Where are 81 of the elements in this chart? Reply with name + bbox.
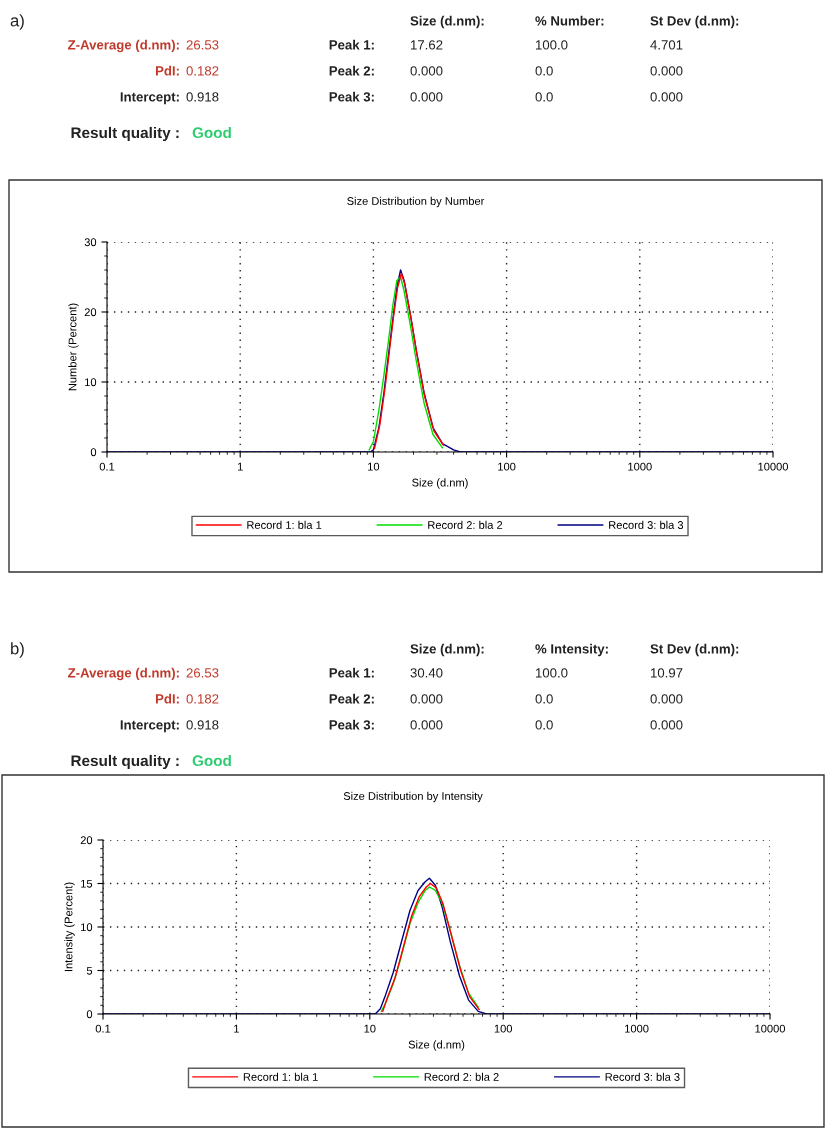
- legend-label: Record 2: bla 2: [424, 1072, 499, 1081]
- text: PdI:: [155, 693, 179, 704]
- text: 26.53: [186, 40, 219, 50]
- text: Result quality :: [71, 754, 179, 770]
- text: Z-Average (d.nm):: [68, 39, 179, 53]
- text: 30.40: [410, 668, 443, 678]
- x-tick-label: 100: [498, 462, 516, 471]
- legend-label: Record 3: bla 3: [605, 1072, 680, 1081]
- y-axis-title: Intensity (Percent): [64, 882, 75, 972]
- text: 10.97: [651, 668, 683, 678]
- x-axis-title: Size (d.nm): [412, 478, 468, 489]
- text: % Intensity:: [535, 643, 608, 657]
- text: Peak 3:: [329, 719, 374, 730]
- text: 0.0: [535, 720, 553, 730]
- text: Intercept:: [120, 92, 179, 105]
- y-tick-label: 0: [86, 1010, 93, 1019]
- text: 4.701: [650, 40, 683, 50]
- text: 0.0: [535, 694, 553, 704]
- text: 0.000: [650, 720, 683, 730]
- text: 0.000: [410, 720, 443, 730]
- text: Peak 2:: [329, 65, 374, 76]
- text: 0.000: [410, 66, 443, 76]
- x-tick-label: 10000: [755, 1024, 786, 1033]
- text: 17.62: [411, 40, 443, 50]
- text: 0.000: [650, 66, 683, 76]
- text: Good: [192, 126, 231, 139]
- text: 26.53: [186, 668, 219, 678]
- text: Intercept:: [120, 720, 179, 733]
- y-tick-label: 20: [80, 836, 93, 845]
- text: Good: [192, 754, 231, 767]
- text: 0.0: [535, 92, 553, 102]
- y-axis-title: Number (Percent): [68, 303, 79, 391]
- chart-title: Size Distribution by Number: [347, 196, 485, 208]
- text: Peak 1:: [329, 39, 374, 50]
- text: 0.0: [535, 66, 553, 76]
- text: Peak 1:: [329, 667, 374, 678]
- x-tick-label: 1: [237, 462, 243, 471]
- legend-label: Record 3: bla 3: [609, 520, 684, 529]
- legend-label: Record 1: bla 1: [243, 1072, 318, 1081]
- text: St Dev (d.nm):: [650, 643, 739, 657]
- y-tick-label: 5: [86, 966, 93, 975]
- text: 0.918: [186, 720, 219, 730]
- text: 0.000: [650, 92, 683, 102]
- x-tick-label: 10000: [758, 462, 789, 471]
- x-tick-label: 1000: [625, 1024, 649, 1033]
- y-tick-label: 10: [85, 378, 97, 387]
- text: 0.000: [410, 694, 443, 704]
- y-tick-label: 30: [84, 238, 97, 247]
- y-tick-label: 10: [81, 923, 93, 932]
- text: Z-Average (d.nm):: [68, 667, 179, 681]
- text: 0.918: [186, 92, 219, 102]
- text: 100.0: [536, 40, 568, 50]
- text: Size (d.nm):: [410, 643, 484, 657]
- text: 0.182: [186, 694, 219, 704]
- y-tick-label: 0: [90, 448, 97, 457]
- text: Peak 3:: [329, 91, 374, 102]
- text: a): [10, 14, 24, 30]
- chart-title: Size Distribution by Intensity: [343, 791, 483, 803]
- text: 0.000: [410, 92, 443, 102]
- legend-label: Record 1: bla 1: [247, 520, 322, 529]
- text: Result quality :: [71, 126, 179, 142]
- x-tick-label: 0.1: [99, 462, 115, 471]
- text: 0.000: [650, 694, 683, 704]
- text: Peak 2:: [329, 693, 374, 704]
- y-tick-label: 20: [84, 308, 97, 317]
- legend-label: Record 2: bla 2: [428, 520, 503, 529]
- text: PdI:: [155, 65, 179, 76]
- x-tick-label: 1: [234, 1024, 239, 1033]
- text: 100.0: [536, 668, 568, 678]
- text: Size (d.nm):: [410, 15, 484, 29]
- x-tick-label: 0.1: [95, 1024, 111, 1033]
- text: % Number:: [535, 15, 604, 26]
- text: b): [11, 642, 24, 658]
- x-tick-label: 100: [494, 1024, 513, 1033]
- x-tick-label: 10: [364, 1024, 376, 1033]
- text: St Dev (d.nm):: [650, 15, 739, 29]
- x-axis-title: Size (d.nm): [408, 1040, 465, 1051]
- y-tick-label: 15: [81, 879, 93, 888]
- text: 0.182: [186, 66, 219, 76]
- x-tick-label: 1000: [628, 462, 652, 471]
- x-tick-label: 10: [368, 462, 380, 471]
